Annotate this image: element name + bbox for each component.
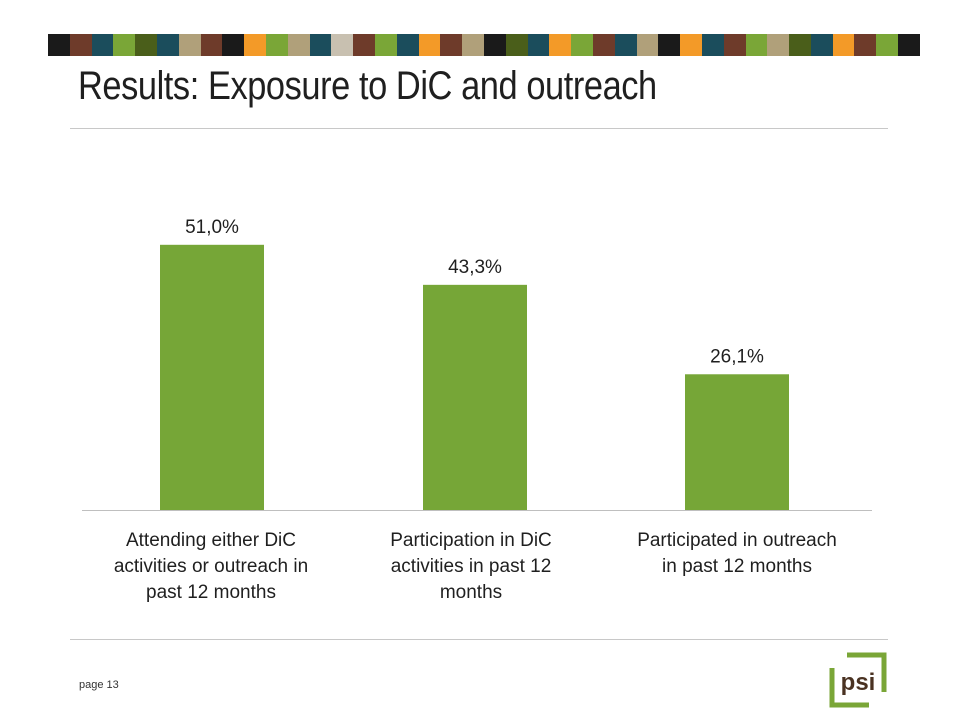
stripe-block <box>680 34 702 56</box>
page-number: page 13 <box>79 679 119 691</box>
stripe-block <box>723 34 746 56</box>
stripe-block <box>462 34 484 56</box>
stripe-block <box>614 34 637 56</box>
stripe-block <box>832 34 855 56</box>
stripe-block <box>810 34 833 56</box>
stripe-block <box>592 34 615 56</box>
stripe-block <box>48 34 70 56</box>
stripe-block <box>789 34 811 56</box>
stripe-block <box>636 34 659 56</box>
logo-wordmark: psi <box>841 669 876 696</box>
stripe-block <box>287 34 310 56</box>
data-label-1: 51,0% <box>185 217 239 238</box>
stripe-block <box>767 34 790 56</box>
category-label-line: past 12 months <box>146 582 276 603</box>
stripe-block <box>374 34 397 56</box>
stripe-block <box>571 34 593 56</box>
data-label-2: 43,3% <box>448 257 502 278</box>
category-label-outreach: Participated in outreach in past 12 month… <box>612 528 862 580</box>
stripe-block <box>418 34 441 56</box>
bar-3 <box>685 374 789 510</box>
category-label-line: activities in past 12 <box>390 556 552 577</box>
category-label-dic: Participation in DiC activities in past 1… <box>346 528 596 606</box>
bar-2 <box>423 284 527 510</box>
stripe-block <box>265 34 288 56</box>
page-title: Results: Exposure to DiC and outreach <box>78 64 657 108</box>
category-label-line: in past 12 months <box>662 556 812 577</box>
category-label-line: Participation in DiC <box>390 530 552 551</box>
psi-logo: psi <box>829 652 887 708</box>
data-label-3: 26,1% <box>710 346 764 367</box>
stripe-block <box>91 34 114 56</box>
stripe-block <box>854 34 877 56</box>
category-label-line: months <box>439 582 503 603</box>
category-label-line: Attending either DiC <box>125 530 297 551</box>
stripe-block <box>222 34 245 56</box>
stripe-block <box>156 34 179 56</box>
category-label-line: Participated in outreach <box>637 530 837 551</box>
stripe-block <box>658 34 681 56</box>
stripe-block <box>331 34 354 56</box>
stripe-block <box>353 34 375 56</box>
stripe-block <box>876 34 899 56</box>
stripe-block <box>178 34 201 56</box>
stripe-block <box>200 34 223 56</box>
stripe-block <box>396 34 419 56</box>
stripe-block <box>113 34 136 56</box>
bar-1 <box>160 244 264 511</box>
stripe-block <box>505 34 528 56</box>
stripe-block <box>135 34 157 56</box>
stripe-block <box>549 34 572 56</box>
stripe-block <box>898 34 920 56</box>
stripe-block <box>701 34 724 56</box>
stripe-block <box>309 34 332 56</box>
category-label-line: activities or outreach in <box>113 556 309 577</box>
footer-divider <box>70 639 888 640</box>
stripe-block <box>483 34 506 56</box>
logo-frame-left <box>829 668 869 708</box>
stripe-block <box>244 34 266 56</box>
logo-frame-right <box>847 652 887 692</box>
stripe-block <box>527 34 550 56</box>
title-divider <box>70 128 888 129</box>
stripe-block <box>69 34 92 56</box>
stripe-block <box>745 34 768 56</box>
category-label-attending: Attending either DiC activities or outrea… <box>86 528 336 606</box>
stripe-block <box>440 34 463 56</box>
header-stripe <box>48 34 920 56</box>
